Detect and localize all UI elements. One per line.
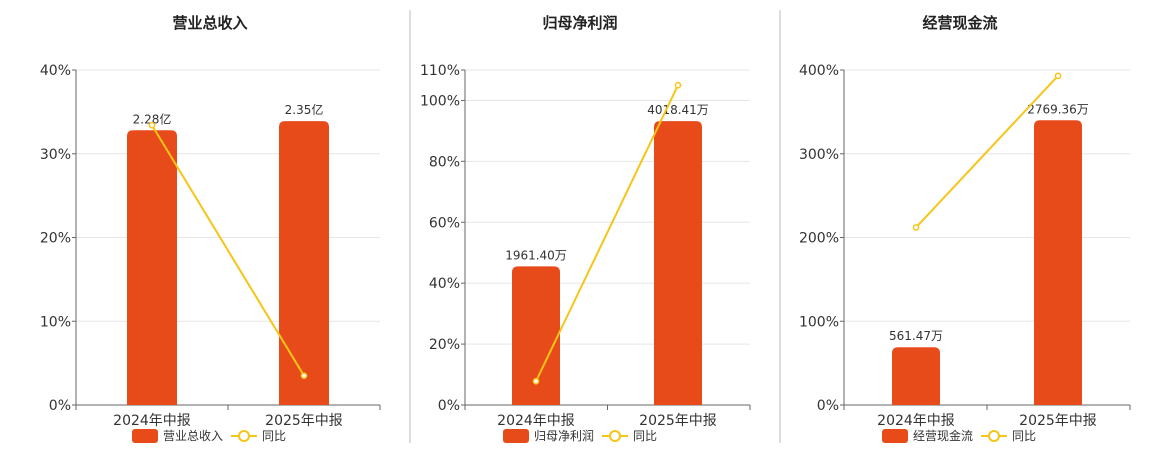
y-tick-label: 100%	[799, 314, 839, 330]
legend-swatch-point	[238, 430, 250, 442]
legend-label: 营业总收入	[163, 429, 223, 443]
y-tick-label: 20%	[429, 337, 460, 353]
legend-label: 归母净利润	[534, 429, 594, 443]
y-tick-label: 80%	[429, 154, 460, 170]
y-tick-label: 0%	[438, 398, 460, 414]
y-tick-label: 30%	[40, 147, 71, 163]
bar-data-label: 561.47万	[889, 329, 943, 343]
chart-panel-3: 经营现金流 0% 100% 200% 300% 400% 561.47万 2769.36万 20…	[799, 14, 1131, 443]
chart-panel-1: 营业总收入 0% 10% 20% 30% 40% 2.28亿 2.35亿 2024年中报 2025…	[40, 14, 381, 443]
y-tick-label: 110%	[420, 63, 460, 79]
yoy-point	[148, 121, 156, 129]
y-tick-label: 0%	[817, 398, 839, 414]
x-category-label: 2025年中报	[265, 413, 343, 429]
yoy-point	[300, 372, 308, 380]
bar-data-label: 1961.40万	[505, 248, 567, 262]
x-category-label: 2024年中报	[113, 413, 191, 429]
chart-title: 归母净利润	[542, 14, 617, 32]
bar	[127, 130, 177, 406]
legend-swatch-point	[609, 430, 621, 442]
legend-label: 同比	[262, 429, 286, 443]
yoy-line	[535, 84, 679, 382]
x-category-label: 2024年中报	[497, 413, 575, 429]
chart-title: 经营现金流	[922, 14, 997, 32]
y-tick-label: 10%	[40, 314, 71, 330]
y-tick-label: 20%	[40, 231, 71, 247]
legend-swatch-bar	[503, 429, 529, 443]
legend-swatch-bar	[132, 429, 158, 443]
bar	[512, 266, 560, 405]
legend-swatch-point	[988, 430, 1000, 442]
x-category-label: 2025年中报	[639, 413, 717, 429]
yoy-line	[151, 124, 305, 377]
y-tick-label: 40%	[429, 276, 460, 292]
chart-panel-2: 归母净利润 0% 20% 40% 60% 80% 100% 110% 1961.40万 4018.…	[420, 14, 751, 443]
y-tick-label: 300%	[799, 147, 839, 163]
yoy-point	[674, 81, 682, 89]
bar	[892, 347, 940, 405]
x-category-label: 2024年中报	[877, 413, 955, 429]
bar	[1034, 120, 1082, 405]
legend-label: 同比	[1012, 429, 1036, 443]
yoy-point	[532, 377, 540, 385]
yoy-point	[1054, 72, 1062, 80]
y-tick-label: 100%	[420, 93, 460, 109]
legend-label: 同比	[633, 429, 657, 443]
bar	[654, 121, 702, 405]
bar-data-label: 2.28亿	[133, 111, 172, 126]
yoy-point	[912, 224, 920, 231]
bar-data-label: 2769.36万	[1027, 102, 1089, 116]
y-tick-label: 0%	[49, 398, 71, 414]
legend-label: 经营现金流	[913, 428, 973, 443]
bar-data-label: 2.35亿	[285, 102, 324, 117]
legend-swatch-bar	[882, 429, 908, 443]
x-category-label: 2025年中报	[1019, 413, 1097, 429]
y-tick-label: 40%	[40, 63, 71, 79]
y-tick-label: 60%	[429, 215, 460, 231]
chart-title: 营业总收入	[172, 14, 247, 32]
yoy-line	[915, 75, 1059, 229]
bar	[279, 121, 329, 406]
y-tick-label: 400%	[799, 63, 839, 79]
bar-data-label: 4018.41万	[647, 103, 709, 117]
y-tick-label: 200%	[799, 231, 839, 247]
